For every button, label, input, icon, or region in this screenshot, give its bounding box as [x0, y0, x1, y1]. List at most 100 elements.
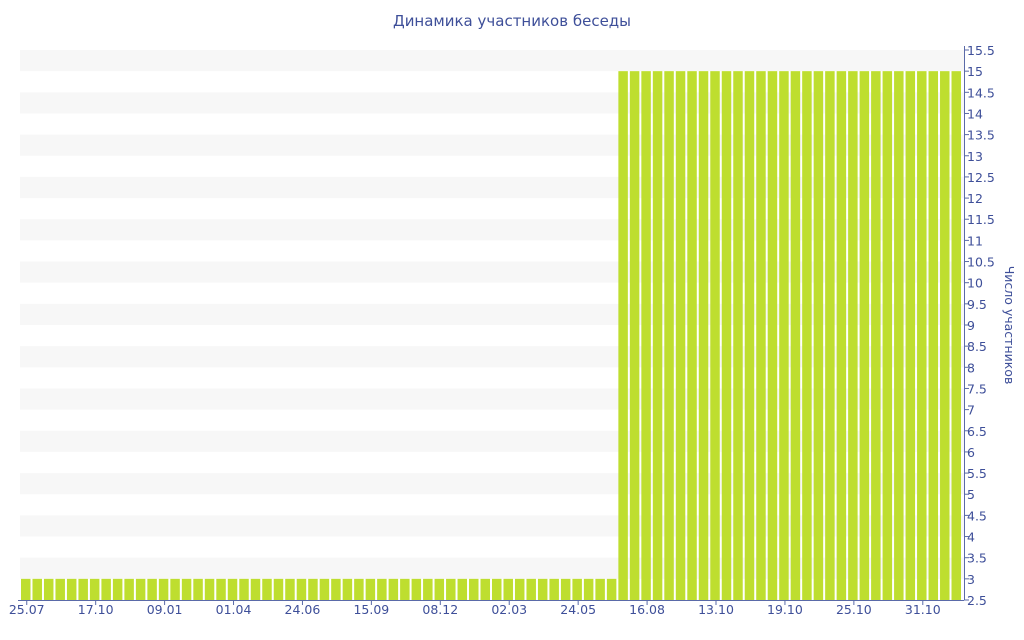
- x-tick-label: 24.06: [285, 602, 321, 617]
- bar: [802, 71, 812, 600]
- bar: [951, 71, 961, 600]
- x-tick-label: 24.05: [560, 602, 596, 617]
- bar: [744, 71, 755, 600]
- y-tick-label: 6: [967, 445, 975, 460]
- bar: [239, 578, 249, 600]
- bar: [514, 578, 525, 600]
- bar: [112, 578, 123, 600]
- y-tick-label: 8: [967, 360, 975, 375]
- bar: [560, 578, 571, 600]
- x-tick-label: 01.04: [216, 602, 252, 617]
- bar: [848, 71, 858, 600]
- bar: [216, 578, 226, 600]
- bar: [698, 71, 709, 600]
- bar: [629, 71, 640, 600]
- y-tick-label: 12: [967, 191, 983, 206]
- bar: [388, 578, 399, 600]
- bar: [859, 71, 870, 600]
- bar: [492, 578, 502, 600]
- bar: [894, 71, 904, 600]
- bar: [457, 578, 468, 600]
- y-tick-label: 12.5: [967, 170, 995, 185]
- bar: [480, 578, 490, 600]
- y-tick-label: 10: [967, 276, 983, 291]
- y-tick-label: 15.5: [967, 43, 995, 58]
- bar: [606, 578, 617, 600]
- bar: [331, 578, 341, 600]
- y-tick-label: 5: [967, 487, 975, 502]
- x-tick-label: 19.10: [767, 602, 803, 617]
- bar: [652, 71, 663, 600]
- bar: [423, 578, 433, 600]
- y-tick-label: 6.5: [967, 424, 987, 439]
- bar: [928, 71, 939, 600]
- y-tick-label: 5.5: [967, 466, 987, 481]
- bar: [836, 71, 847, 600]
- bar: [101, 578, 111, 600]
- bar: [250, 578, 261, 600]
- bar: [365, 578, 376, 600]
- bar: [193, 578, 203, 600]
- bar: [400, 578, 410, 600]
- x-tick-label: 09.01: [147, 602, 183, 617]
- bar: [779, 71, 789, 600]
- bar: [354, 578, 364, 600]
- bar: [227, 578, 238, 600]
- grid-band: [20, 50, 964, 72]
- x-tick-label: 15.09: [353, 602, 389, 617]
- bar: [905, 71, 916, 600]
- x-tick-label: 25.10: [836, 602, 872, 617]
- bar: [790, 71, 801, 600]
- y-tick-label: 10.5: [967, 255, 995, 270]
- y-tick-label: 8.5: [967, 339, 987, 354]
- y-tick-label: 13.5: [967, 128, 995, 143]
- bar: [434, 578, 445, 600]
- bar: [21, 578, 31, 600]
- bar: [618, 71, 628, 600]
- bar: [687, 71, 697, 600]
- y-tick-label: 11.5: [967, 212, 995, 227]
- x-tick-label: 02.03: [491, 602, 527, 617]
- x-tick-label: 31.10: [905, 602, 941, 617]
- x-tick-label: 16.08: [629, 602, 665, 617]
- y-tick-label: 3.5: [967, 551, 987, 566]
- y-tick-label: 7: [967, 403, 975, 418]
- bar: [572, 578, 582, 600]
- bar: [89, 578, 100, 600]
- y-tick-label: 13: [967, 149, 983, 164]
- bar: [296, 578, 307, 600]
- bar: [917, 71, 927, 600]
- y-tick-label: 4.5: [967, 508, 987, 523]
- bar: [66, 578, 77, 600]
- bar: [285, 578, 295, 600]
- bar: [262, 578, 272, 600]
- bar: [135, 578, 146, 600]
- bar: [158, 578, 169, 600]
- y-tick-label: 3: [967, 572, 975, 587]
- y-tick-label: 11: [967, 233, 983, 248]
- bar: [813, 71, 824, 600]
- bar: [204, 578, 215, 600]
- y-tick-label: 14: [967, 106, 983, 121]
- bar: [675, 71, 686, 600]
- bar: [147, 578, 157, 600]
- bar: [319, 578, 330, 600]
- y-tick-label: 7.5: [967, 381, 987, 396]
- bar: [124, 578, 134, 600]
- bar: [78, 578, 88, 600]
- bar: [583, 578, 594, 600]
- bar: [664, 71, 674, 600]
- bar: [446, 578, 456, 600]
- bar: [43, 578, 54, 600]
- bar: [641, 71, 651, 600]
- y-axis-label: Число участников: [1002, 266, 1017, 385]
- bar: [526, 578, 536, 600]
- bar: [377, 578, 387, 600]
- chart-title: Динамика участников беседы: [392, 12, 632, 30]
- y-tick-label: 15: [967, 64, 983, 79]
- bar: [55, 578, 65, 600]
- bar: [411, 578, 422, 600]
- bar: [871, 71, 881, 600]
- bar: [503, 578, 513, 600]
- bar: [767, 71, 778, 600]
